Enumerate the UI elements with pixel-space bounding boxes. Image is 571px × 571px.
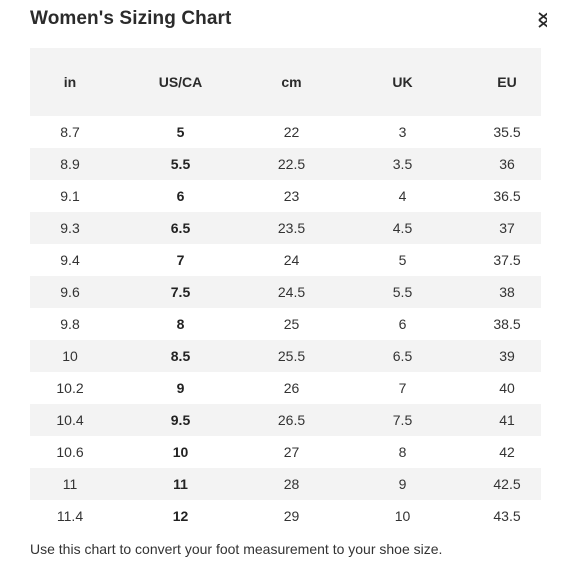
cell-uk: 3.5 xyxy=(392,156,413,172)
cell-in: 9.3 xyxy=(60,220,80,236)
cell-cm: 24 xyxy=(283,252,300,268)
cell-cm: 26.5 xyxy=(277,412,306,428)
cell-eu: 38.5 xyxy=(493,316,521,332)
cell-in: 11.4 xyxy=(56,508,84,524)
cell-eu: 36 xyxy=(499,156,515,172)
cell-cm: 23 xyxy=(283,188,300,204)
cell-uk: 5.5 xyxy=(392,284,413,300)
cell-eu: 42 xyxy=(499,444,515,460)
cell-us-ca: 5 xyxy=(176,124,185,140)
table-body: 8.7 5 22 3 35.5 8.9 5.5 22.5 3.5 36 9.1 6 23 4 36.5 9.3… xyxy=(30,116,541,532)
cell-in: 9.1 xyxy=(60,188,80,204)
cell-in: 10.2 xyxy=(56,380,84,396)
column-header-uk: UK xyxy=(392,74,413,90)
cell-in: 8.7 xyxy=(60,124,80,140)
cell-us-ca: 12 xyxy=(172,508,189,524)
table-row: 8.7 5 22 3 35.5 xyxy=(30,116,541,148)
cell-uk: 4 xyxy=(398,188,407,204)
cell-in: 10.6 xyxy=(56,444,84,460)
cell-in: 9.4 xyxy=(60,252,80,268)
cell-us-ca: 10 xyxy=(172,444,189,460)
page-title: Women's Sizing Chart xyxy=(30,8,232,29)
close-icon[interactable] xyxy=(533,10,547,30)
cell-eu: 41 xyxy=(499,412,515,428)
table-row: 11 11 28 9 42.5 xyxy=(30,468,541,500)
cell-cm: 27 xyxy=(283,444,300,460)
cell-eu: 42.5 xyxy=(493,476,521,492)
cell-us-ca: 9 xyxy=(176,380,185,396)
cell-eu: 35.5 xyxy=(493,124,521,140)
table-row: 8.9 5.5 22.5 3.5 36 xyxy=(30,148,541,180)
cell-in: 10 xyxy=(62,348,78,364)
cell-uk: 7.5 xyxy=(392,412,413,428)
cell-cm: 29 xyxy=(283,508,300,524)
cell-in: 9.8 xyxy=(60,316,80,332)
table-row: 9.4 7 24 5 37.5 xyxy=(30,244,541,276)
cell-us-ca: 8 xyxy=(176,316,185,332)
cell-us-ca: 9.5 xyxy=(170,412,191,428)
cell-eu: 43.5 xyxy=(493,508,521,524)
cell-us-ca: 6 xyxy=(176,188,185,204)
cell-uk: 4.5 xyxy=(392,220,413,236)
table-row: 11.4 12 29 10 43.5 xyxy=(30,500,541,532)
cell-in: 10.4 xyxy=(56,412,84,428)
cell-uk: 10 xyxy=(394,508,411,524)
cell-us-ca: 6.5 xyxy=(170,220,191,236)
cell-cm: 25 xyxy=(283,316,300,332)
cell-us-ca: 7.5 xyxy=(170,284,191,300)
footnote: Use this chart to convert your foot meas… xyxy=(30,541,443,557)
table-row: 9.1 6 23 4 36.5 xyxy=(30,180,541,212)
cell-uk: 5 xyxy=(398,252,407,268)
cell-us-ca: 5.5 xyxy=(170,156,191,172)
table-row: 10.2 9 26 7 40 xyxy=(30,372,541,404)
table-header-row: in US/CA cm UK EU xyxy=(30,48,541,116)
cell-eu: 37.5 xyxy=(493,252,521,268)
cell-cm: 22.5 xyxy=(277,156,306,172)
cell-eu: 40 xyxy=(499,380,515,396)
cell-cm: 23.5 xyxy=(277,220,306,236)
cell-cm: 22 xyxy=(283,124,300,140)
column-header-cm: cm xyxy=(281,74,302,90)
cell-uk: 8 xyxy=(398,444,407,460)
cell-us-ca: 8.5 xyxy=(170,348,191,364)
table-row: 9.3 6.5 23.5 4.5 37 xyxy=(30,212,541,244)
cell-uk: 9 xyxy=(398,476,407,492)
cell-in: 11 xyxy=(62,476,78,492)
table-row: 9.8 8 25 6 38.5 xyxy=(30,308,541,340)
cell-eu: 39 xyxy=(499,348,515,364)
cell-uk: 6 xyxy=(398,316,407,332)
cell-eu: 36.5 xyxy=(493,188,521,204)
cell-cm: 26 xyxy=(283,380,300,396)
cell-eu: 38 xyxy=(499,284,515,300)
column-header-us-ca: US/CA xyxy=(158,74,203,90)
cell-us-ca: 7 xyxy=(176,252,185,268)
table-row: 10.6 10 27 8 42 xyxy=(30,436,541,468)
sizing-table: in US/CA cm UK EU 8.7 5 22 3 35.5 8.9 5.5 22.5 3… xyxy=(30,48,541,532)
cell-uk: 6.5 xyxy=(392,348,413,364)
cell-in: 9.6 xyxy=(60,284,80,300)
cell-us-ca: 11 xyxy=(173,476,188,492)
cell-cm: 25.5 xyxy=(277,348,306,364)
column-header-eu: EU xyxy=(497,74,517,90)
cell-uk: 3 xyxy=(398,124,407,140)
cell-in: 8.9 xyxy=(60,156,80,172)
table-row: 10.4 9.5 26.5 7.5 41 xyxy=(30,404,541,436)
cell-eu: 37 xyxy=(499,220,515,236)
table-row: 10 8.5 25.5 6.5 39 xyxy=(30,340,541,372)
column-header-in: in xyxy=(63,74,77,90)
cell-uk: 7 xyxy=(398,380,407,396)
table-row: 9.6 7.5 24.5 5.5 38 xyxy=(30,276,541,308)
cell-cm: 24.5 xyxy=(277,284,306,300)
cell-cm: 28 xyxy=(283,476,300,492)
